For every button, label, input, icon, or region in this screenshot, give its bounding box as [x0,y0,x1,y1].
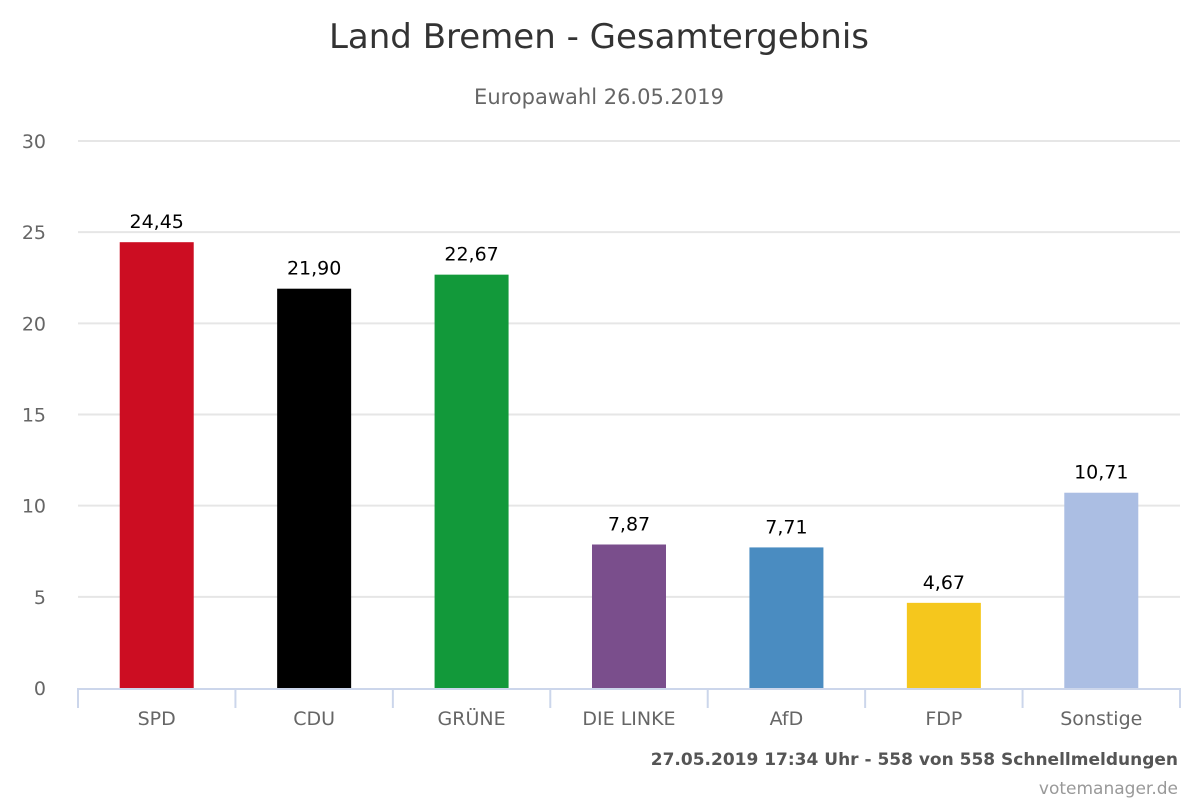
data-label: 21,90 [287,258,341,280]
x-tick-label: AfD [770,708,804,730]
data-label: 4,67 [923,572,965,594]
y-tick-label: 30 [22,131,46,153]
bar-sonstige[interactable] [1064,492,1139,688]
y-tick-label: 5 [34,587,46,609]
bar-afd[interactable] [749,547,824,688]
chart-title: Land Bremen - Gesamtergebnis [329,17,869,57]
bars [119,242,1139,688]
x-tick-label: CDU [293,708,335,730]
bar-gr-ne[interactable] [434,274,509,688]
data-label: 7,87 [608,514,650,536]
y-tick-label: 20 [22,313,46,335]
bar-cdu[interactable] [277,288,352,688]
y-tick-label: 10 [22,496,46,518]
bar-spd[interactable] [119,242,194,688]
bar-die-linke[interactable] [592,544,666,688]
x-tick-label: FDP [925,708,962,730]
data-label: 10,71 [1074,462,1128,484]
y-tick-label: 15 [22,405,46,427]
status-text: 27.05.2019 17:34 Uhr - 558 von 558 Schne… [651,750,1178,770]
data-label: 24,45 [130,211,184,233]
data-labels: 24,45 21,90 22,67 7,87 7,71 4,67 10,71 [130,211,1129,594]
y-tick-label: 25 [22,222,46,244]
bar-fdp[interactable] [906,602,981,688]
x-tick-label: SPD [138,708,176,730]
x-tick-label: GRÜNE [438,707,506,730]
y-tick-label: 0 [34,678,46,700]
x-axis [77,688,1181,708]
x-tick-label: DIE LINKE [582,708,675,730]
source-credit[interactable]: votemanager.de [1039,779,1178,799]
data-label: 7,71 [765,516,807,538]
x-tick-label: Sonstige [1060,708,1142,730]
x-axis-ticks: SPD CDU GRÜNE DIE LINKE AfD FDP Sonstige [138,707,1143,730]
y-axis-ticks: 0 5 10 15 20 25 30 [22,131,46,700]
data-label: 22,67 [444,244,498,266]
gridlines [78,140,1180,598]
chart-subtitle: Europawahl 26.05.2019 [474,85,724,109]
